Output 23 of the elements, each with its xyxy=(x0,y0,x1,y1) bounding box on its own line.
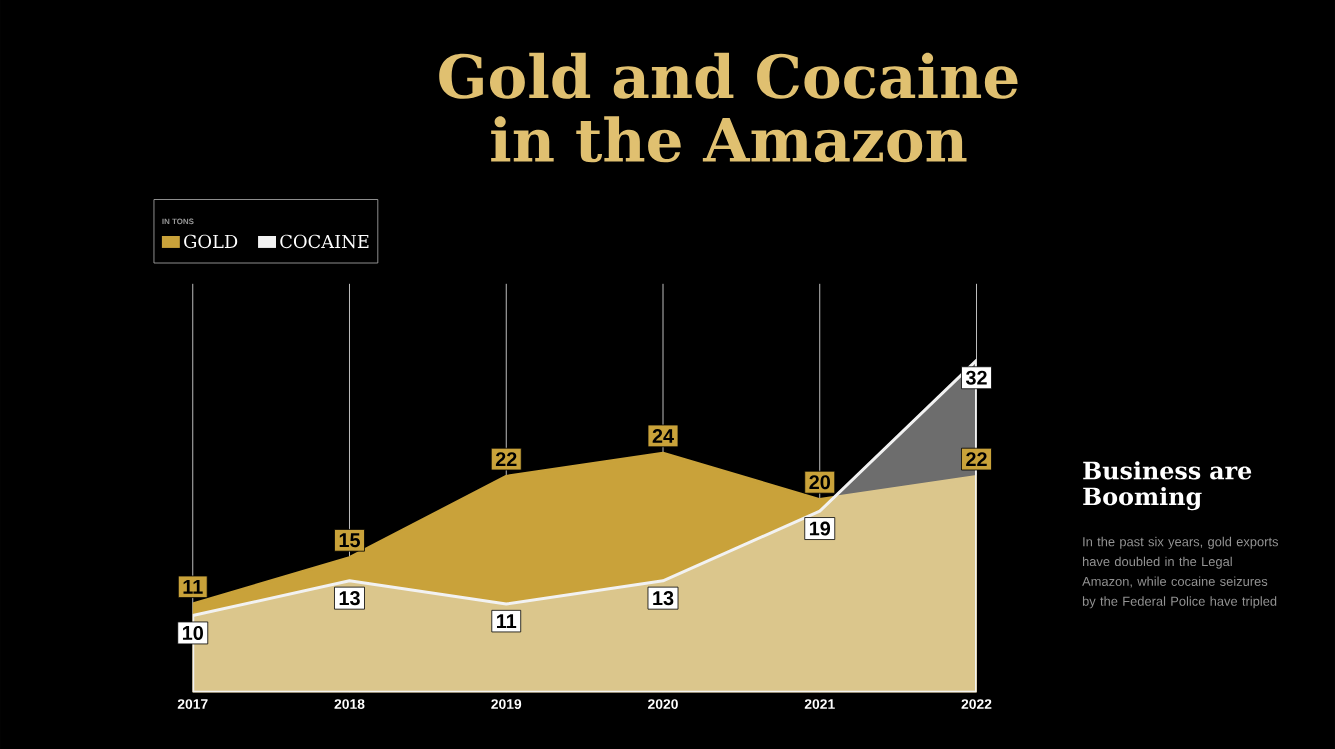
data-label: 22 xyxy=(495,452,517,467)
data-label: 24 xyxy=(652,429,674,443)
data-label: 11 xyxy=(497,614,517,629)
x-tick-label: 2018 xyxy=(334,699,365,710)
data-label: 20 xyxy=(809,475,830,490)
data-label: 19 xyxy=(809,521,831,536)
text: Business are Booming xyxy=(1083,461,1252,511)
x-tick-label: 2021 xyxy=(804,699,835,710)
data-label: 10 xyxy=(182,625,203,640)
x-tick-label: 2022 xyxy=(961,699,992,710)
x-tick-label: 2017 xyxy=(177,699,208,710)
data-label: 22 xyxy=(966,452,987,467)
data-label: 32 xyxy=(965,370,987,385)
x-tick-label: 2020 xyxy=(648,699,678,710)
chart-title: Gold and Cocaine in the Amazon xyxy=(439,52,1018,163)
x-tick-label: 2019 xyxy=(491,699,522,710)
data-label: 13 xyxy=(653,591,674,606)
data-label: 11 xyxy=(183,580,203,594)
legend-label: COCAINE xyxy=(280,234,369,249)
text: In the past six years, gold exports have doubled in the Legal Amazon, while cocaine seizures by the Federal Police have tripled xyxy=(1082,536,1279,609)
data-label: 13 xyxy=(339,591,360,606)
legend-label: GOLD xyxy=(184,234,238,249)
data-label: 15 xyxy=(339,533,360,548)
